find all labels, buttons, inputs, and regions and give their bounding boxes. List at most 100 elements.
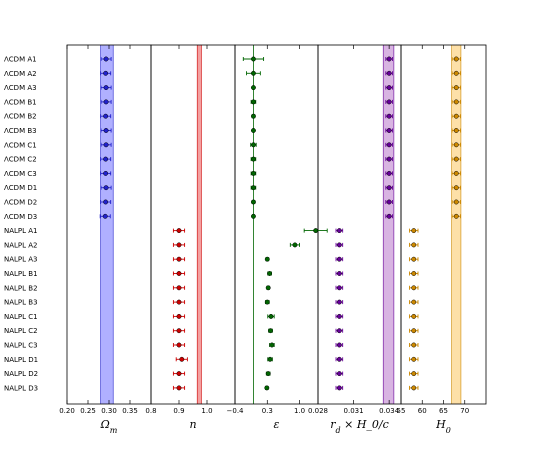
data-point <box>411 328 417 334</box>
data-point <box>411 228 417 234</box>
data-point <box>179 356 185 362</box>
data-point <box>336 385 342 391</box>
data-point <box>176 328 182 334</box>
data-point <box>411 285 417 291</box>
data-point <box>386 170 392 176</box>
data-point <box>250 213 256 219</box>
data-point <box>267 356 273 362</box>
data-point <box>313 228 319 234</box>
tick-label: 1.0 <box>294 407 305 415</box>
data-point <box>103 128 109 133</box>
data-point <box>453 213 459 219</box>
data-point <box>336 356 342 362</box>
data-point <box>411 371 417 377</box>
data-point <box>264 299 270 305</box>
tick-label: 0.30 <box>101 407 117 415</box>
row-label: NALPL A2 <box>4 241 38 249</box>
data-point <box>411 313 417 319</box>
row-label: NALPL D1 <box>4 356 38 364</box>
data-point <box>453 156 459 162</box>
data-point <box>336 256 342 262</box>
data-point <box>250 99 256 105</box>
data-point <box>411 299 417 305</box>
reference-bands <box>100 45 462 404</box>
data-point <box>250 70 256 76</box>
row-label: ΛCDM D3 <box>4 213 37 221</box>
data-point <box>386 199 392 205</box>
data-point <box>453 142 459 148</box>
row-label: ΛCDM A1 <box>4 56 37 64</box>
reference-band-3 <box>383 45 394 404</box>
data-point <box>453 85 459 91</box>
row-label: NALPL D2 <box>4 370 38 378</box>
row-label: ΛCDM C1 <box>4 141 37 149</box>
data-point <box>103 56 109 62</box>
data-point <box>269 342 275 348</box>
row-label: NALPL B1 <box>4 270 38 278</box>
row-label: ΛCDM C3 <box>4 170 37 178</box>
tick-label: 1.0 <box>201 407 212 415</box>
data-point <box>250 170 256 176</box>
row-label: ΛCDM A3 <box>4 84 37 92</box>
tick-label: 55 <box>397 407 406 415</box>
tick-label: 65 <box>439 407 448 415</box>
data-point <box>336 285 342 291</box>
data-point <box>103 156 109 162</box>
data-point <box>176 371 182 377</box>
data-point <box>176 285 182 291</box>
data-point <box>336 299 342 305</box>
data-point <box>250 185 256 191</box>
row-label: NALPL A1 <box>4 227 38 235</box>
data-point <box>176 271 182 276</box>
data-point <box>103 85 109 91</box>
data-point <box>453 99 459 105</box>
data-point <box>267 271 273 276</box>
data-point <box>453 170 459 176</box>
data-point <box>386 99 392 105</box>
data-point <box>250 199 256 205</box>
data-point <box>176 313 182 319</box>
x-axis-label-2: ε <box>274 418 280 431</box>
tick-label: 0.028 <box>308 407 328 415</box>
data-point <box>176 242 182 248</box>
data-point <box>336 371 342 377</box>
row-label: ΛCDM A2 <box>4 70 37 78</box>
data-point <box>250 113 256 119</box>
data-point <box>386 185 392 191</box>
row-label: NALPL C2 <box>4 327 38 335</box>
x-axis-label-1: n <box>189 418 196 431</box>
data-point <box>453 185 459 191</box>
data-point <box>336 228 342 234</box>
data-point <box>336 242 342 248</box>
data-point <box>411 342 417 348</box>
row-label: NALPL B3 <box>4 299 38 307</box>
data-point <box>336 328 342 334</box>
data-point <box>386 70 392 76</box>
data-point <box>411 242 417 248</box>
panel-frame-4 <box>400 44 487 405</box>
row-label: NALPL C3 <box>4 342 38 350</box>
data-point <box>103 170 109 176</box>
row-label: ΛCDM B1 <box>4 98 37 106</box>
data-point <box>268 313 274 319</box>
tick-label: 0.20 <box>59 407 75 415</box>
data-point <box>386 85 392 91</box>
data-point <box>411 271 417 276</box>
data-point <box>411 356 417 362</box>
data-point <box>386 156 392 162</box>
data-point <box>176 228 182 234</box>
data-point <box>453 113 459 119</box>
data-point <box>250 56 256 62</box>
data-point <box>336 313 342 319</box>
x-axis-label-3: rd × H_0/c <box>330 418 389 435</box>
tick-label: 0.3 <box>262 407 273 415</box>
data-point <box>336 271 342 276</box>
data-point <box>103 99 109 105</box>
tick-label: 0.034 <box>379 407 400 415</box>
data-point <box>453 199 459 205</box>
data-point <box>265 285 271 291</box>
row-label: ΛCDM B3 <box>4 127 37 135</box>
row-label: NALPL B2 <box>4 284 38 292</box>
tick-label: 0.9 <box>173 407 184 415</box>
